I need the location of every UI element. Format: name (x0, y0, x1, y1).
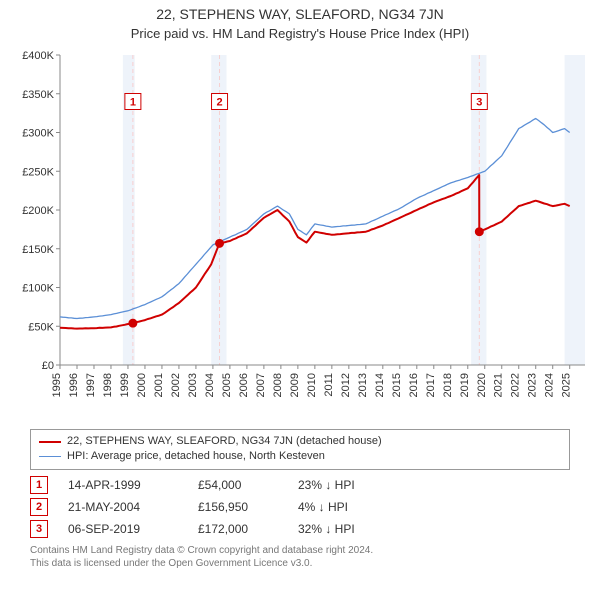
legend-swatch (39, 456, 61, 457)
event-delta: 4% ↓ HPI (298, 500, 398, 514)
event-number-box: 2 (30, 498, 48, 516)
event-row: 2 21-MAY-2004 £156,950 4% ↓ HPI (30, 498, 570, 516)
legend-swatch (39, 441, 61, 443)
svg-text:2021: 2021 (493, 373, 505, 397)
event-price: £172,000 (198, 522, 278, 536)
svg-text:1997: 1997 (85, 373, 97, 397)
event-delta: 23% ↓ HPI (298, 478, 398, 492)
legend-label: 22, STEPHENS WAY, SLEAFORD, NG34 7JN (de… (67, 434, 382, 449)
svg-text:£200K: £200K (22, 205, 54, 217)
svg-text:2008: 2008 (272, 373, 284, 397)
svg-text:2000: 2000 (136, 373, 148, 397)
svg-text:2017: 2017 (425, 373, 437, 397)
svg-text:2025: 2025 (561, 373, 573, 397)
svg-text:1998: 1998 (102, 373, 114, 397)
footer-line-1: Contains HM Land Registry data © Crown c… (30, 544, 570, 557)
legend-item: HPI: Average price, detached house, Nort… (39, 449, 561, 464)
svg-text:2015: 2015 (391, 373, 403, 397)
svg-text:2013: 2013 (357, 373, 369, 397)
svg-text:2: 2 (216, 96, 222, 108)
svg-text:£350K: £350K (22, 89, 54, 101)
chart-title: 22, STEPHENS WAY, SLEAFORD, NG34 7JN (0, 5, 600, 24)
svg-text:£400K: £400K (22, 50, 54, 62)
event-delta: 32% ↓ HPI (298, 522, 398, 536)
svg-text:2023: 2023 (527, 373, 539, 397)
event-date: 21-MAY-2004 (68, 500, 178, 514)
event-list: 1 14-APR-1999 £54,000 23% ↓ HPI 2 21-MAY-2004… (30, 476, 570, 538)
svg-text:2014: 2014 (374, 373, 386, 397)
svg-text:1: 1 (130, 96, 136, 108)
legend-box: 22, STEPHENS WAY, SLEAFORD, NG34 7JN (de… (30, 429, 570, 470)
line-chart-svg: £0 £50K £100K £150K £200K £250K £300K £350K £400… (10, 45, 590, 425)
event-price: £54,000 (198, 478, 278, 492)
svg-text:£150K: £150K (22, 244, 54, 256)
svg-text:2004: 2004 (204, 373, 216, 397)
legend-label: HPI: Average price, detached house, Nort… (67, 449, 325, 464)
chart-area: £0 £50K £100K £150K £200K £250K £300K £350K £400… (10, 45, 590, 425)
svg-text:£300K: £300K (22, 127, 54, 139)
svg-text:1995: 1995 (51, 373, 63, 397)
footer-line-2: This data is licensed under the Open Gov… (30, 557, 570, 570)
svg-text:2005: 2005 (221, 373, 233, 397)
svg-text:2010: 2010 (306, 373, 318, 397)
svg-text:2024: 2024 (544, 373, 556, 397)
svg-text:2009: 2009 (289, 373, 301, 397)
event-row: 1 14-APR-1999 £54,000 23% ↓ HPI (30, 476, 570, 494)
legend-item: 22, STEPHENS WAY, SLEAFORD, NG34 7JN (de… (39, 434, 561, 449)
event-row: 3 06-SEP-2019 £172,000 32% ↓ HPI (30, 520, 570, 538)
event-number-box: 1 (30, 476, 48, 494)
svg-text:2020: 2020 (476, 373, 488, 397)
svg-text:2003: 2003 (187, 373, 199, 397)
svg-text:2012: 2012 (340, 373, 352, 397)
svg-text:2022: 2022 (510, 373, 522, 397)
event-date: 06-SEP-2019 (68, 522, 178, 536)
svg-text:2002: 2002 (170, 373, 182, 397)
svg-text:1996: 1996 (68, 373, 80, 397)
svg-text:2019: 2019 (459, 373, 471, 397)
event-number-box: 3 (30, 520, 48, 538)
svg-text:£0: £0 (42, 360, 54, 372)
svg-text:1999: 1999 (119, 373, 131, 397)
svg-text:£250K: £250K (22, 166, 54, 178)
svg-text:£100K: £100K (22, 282, 54, 294)
svg-text:2007: 2007 (255, 373, 267, 397)
svg-text:3: 3 (476, 96, 482, 108)
event-date: 14-APR-1999 (68, 478, 178, 492)
chart-subtitle: Price paid vs. HM Land Registry's House … (0, 26, 600, 41)
event-price: £156,950 (198, 500, 278, 514)
svg-text:2018: 2018 (442, 373, 454, 397)
svg-text:2011: 2011 (323, 373, 335, 397)
svg-text:2001: 2001 (153, 373, 165, 397)
svg-text:2006: 2006 (238, 373, 250, 397)
footer-attribution: Contains HM Land Registry data © Crown c… (30, 544, 570, 570)
svg-text:2016: 2016 (408, 373, 420, 397)
svg-text:£50K: £50K (28, 321, 54, 333)
